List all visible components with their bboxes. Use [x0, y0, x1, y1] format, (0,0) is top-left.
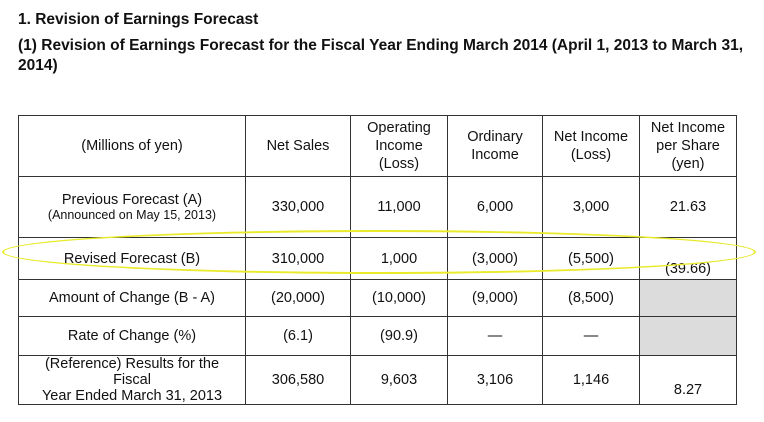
- cell-net-sales: 306,580: [245, 355, 351, 405]
- table-row-previous-forecast: Previous Forecast (A) (Announced on May …: [18, 176, 737, 238]
- header-ordinary-income-line2: Income: [471, 147, 519, 163]
- cell-net-income: (5,500): [542, 237, 640, 280]
- cell-eps-empty: [639, 316, 737, 356]
- table-row-rate-of-change: Rate of Change (%) (6.1) (90.9) — —: [18, 316, 737, 356]
- cell-net-sales: (20,000): [245, 279, 351, 317]
- header-operating-income-line2: Income: [375, 138, 423, 154]
- cell-net-sales: (6.1): [245, 316, 351, 356]
- row-label-line2: Year Ended March 31, 2013: [41, 388, 223, 404]
- row-label-line1: (Reference) Results for the Fiscal: [44, 356, 220, 388]
- row-label-main: Previous Forecast (A): [61, 192, 203, 208]
- row-label-rate-of-change: Rate of Change (%): [18, 316, 246, 356]
- cell-ordinary-income: (9,000): [447, 279, 543, 317]
- row-label-reference-results: (Reference) Results for the Fiscal Year …: [18, 355, 246, 405]
- section-title: 1. Revision of Earnings Forecast: [18, 11, 259, 28]
- earnings-forecast-table: (Millions of yen) Net Sales Operating In…: [18, 115, 737, 405]
- cell-operating-income: 1,000: [350, 237, 448, 280]
- cell-ordinary-income: 3,106: [447, 355, 543, 405]
- table-row-revised-forecast: Revised Forecast (B) 310,000 1,000 (3,00…: [18, 237, 737, 280]
- cell-operating-income: 11,000: [350, 176, 448, 238]
- header-eps: Net Income per Share (yen): [639, 115, 737, 177]
- row-label-previous-forecast: Previous Forecast (A) (Announced on May …: [18, 176, 246, 238]
- cell-operating-income: 9,603: [350, 355, 448, 405]
- row-label-revised-forecast: Revised Forecast (B): [18, 237, 246, 280]
- cell-net-income: (8,500): [542, 279, 640, 317]
- cell-eps: 21.63: [639, 176, 737, 238]
- cell-eps-value: (39.66): [665, 260, 711, 277]
- header-operating-income-line1: Operating: [367, 120, 431, 136]
- header-operating-income-line3: (Loss): [378, 156, 420, 172]
- cell-ordinary-income: (3,000): [447, 237, 543, 280]
- row-label-sub: (Announced on May 15, 2013): [47, 208, 217, 222]
- subsection-title: (1) Revision of Earnings Forecast for th…: [18, 37, 744, 74]
- cell-net-income: —: [542, 316, 640, 356]
- cell-net-income: 1,146: [542, 355, 640, 405]
- header-units: (Millions of yen): [18, 115, 246, 177]
- cell-ordinary-income: —: [447, 316, 543, 356]
- header-row: (Millions of yen) Net Sales Operating In…: [18, 115, 737, 177]
- table-row-reference-results: (Reference) Results for the Fiscal Year …: [18, 355, 737, 405]
- header-net-income: Net Income (Loss): [542, 115, 640, 177]
- header-eps-line2: per Share: [656, 138, 720, 154]
- cell-eps: 8.27: [639, 355, 737, 405]
- header-ordinary-income-line1: Ordinary: [467, 129, 523, 145]
- cell-eps-value: 8.27: [673, 382, 703, 398]
- cell-net-sales: 330,000: [245, 176, 351, 238]
- cell-ordinary-income: 6,000: [447, 176, 543, 238]
- header-net-income-line2: (Loss): [570, 147, 612, 163]
- cell-eps: (39.66): [639, 237, 737, 280]
- row-label-amount-of-change: Amount of Change (B - A): [18, 279, 246, 317]
- header-ordinary-income: Ordinary Income: [447, 115, 543, 177]
- header-net-income-line1: Net Income: [553, 129, 629, 145]
- cell-eps-empty: [639, 279, 737, 317]
- header-operating-income: Operating Income (Loss): [350, 115, 448, 177]
- cell-net-income: 3,000: [542, 176, 640, 238]
- header-eps-line3: (yen): [671, 156, 705, 172]
- cell-operating-income: (90.9): [350, 316, 448, 356]
- header-net-sales: Net Sales: [245, 115, 351, 177]
- cell-net-sales: 310,000: [245, 237, 351, 280]
- cell-operating-income: (10,000): [350, 279, 448, 317]
- header-eps-line1: Net Income: [650, 120, 726, 136]
- table-row-amount-of-change: Amount of Change (B - A) (20,000) (10,00…: [18, 279, 737, 317]
